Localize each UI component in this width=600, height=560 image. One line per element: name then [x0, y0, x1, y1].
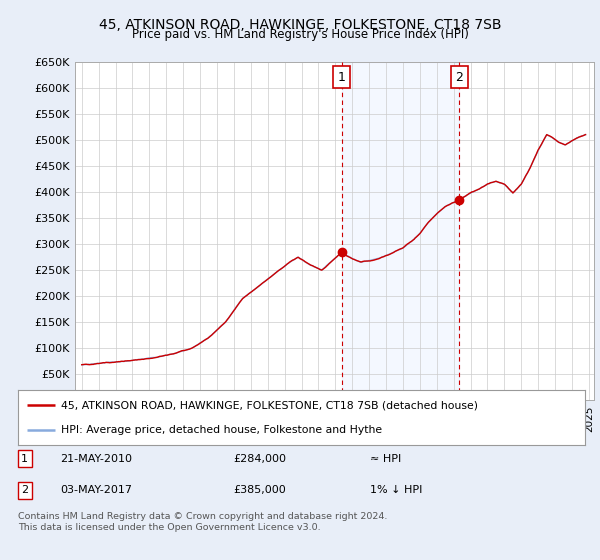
Text: 21-MAY-2010: 21-MAY-2010: [61, 454, 133, 464]
Text: 1% ↓ HPI: 1% ↓ HPI: [370, 486, 422, 496]
Text: £385,000: £385,000: [233, 486, 286, 496]
Bar: [342, 62, 459, 400]
Text: Contains HM Land Registry data © Crown copyright and database right 2024.
This d: Contains HM Land Registry data © Crown c…: [18, 512, 388, 532]
Text: HPI: Average price, detached house, Folkestone and Hythe: HPI: Average price, detached house, Folk…: [61, 426, 382, 435]
Text: Price paid vs. HM Land Registry's House Price Index (HPI): Price paid vs. HM Land Registry's House …: [131, 28, 469, 41]
Text: 1: 1: [22, 454, 28, 464]
Text: £284,000: £284,000: [233, 454, 286, 464]
Text: 2: 2: [455, 71, 463, 84]
Text: 1: 1: [338, 71, 346, 84]
Text: 03-MAY-2017: 03-MAY-2017: [61, 486, 133, 496]
Text: ≈ HPI: ≈ HPI: [370, 454, 401, 464]
Text: 45, ATKINSON ROAD, HAWKINGE, FOLKESTONE, CT18 7SB: 45, ATKINSON ROAD, HAWKINGE, FOLKESTONE,…: [99, 18, 501, 32]
Text: 2: 2: [21, 486, 28, 496]
Text: 45, ATKINSON ROAD, HAWKINGE, FOLKESTONE, CT18 7SB (detached house): 45, ATKINSON ROAD, HAWKINGE, FOLKESTONE,…: [61, 400, 478, 410]
